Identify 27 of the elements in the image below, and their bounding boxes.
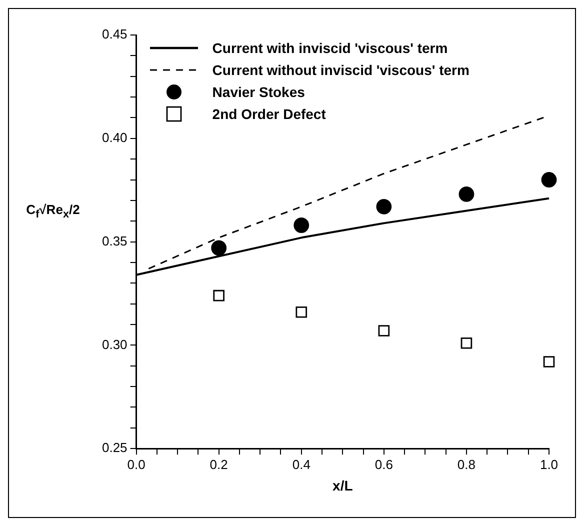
point xyxy=(460,337,472,349)
legend-label: Current without inviscid 'viscous' term xyxy=(212,62,470,78)
legend-label: 2nd Order Defect xyxy=(212,106,326,122)
x-tick-label: 0.4 xyxy=(292,456,310,472)
x-tick-label: 0.2 xyxy=(210,456,228,472)
point xyxy=(294,218,310,233)
y-tick-label: 0.40 xyxy=(102,130,128,145)
x-tick-label: 0.6 xyxy=(374,456,393,472)
x-axis-title: x/L xyxy=(332,477,354,494)
point xyxy=(541,172,557,188)
y-tick-label: 0.45 xyxy=(102,26,128,42)
x-tick-label: 1.0 xyxy=(540,456,558,472)
point xyxy=(458,186,474,202)
y-tick-label: 0.35 xyxy=(102,233,128,248)
point xyxy=(213,290,224,302)
point xyxy=(543,356,555,368)
y-axis-title: C$_{f}$√Re$_{x}$/2 xyxy=(25,202,81,220)
y-tick-label: 0.25 xyxy=(102,440,128,456)
point xyxy=(296,306,308,318)
x-tick-label: 0.0 xyxy=(127,456,146,472)
point xyxy=(376,198,392,214)
point xyxy=(378,325,390,336)
x-tick-label: 0.8 xyxy=(457,456,476,472)
y-tick-label: 0.30 xyxy=(102,336,128,352)
legend-label: Current with inviscid 'viscous' term xyxy=(212,40,448,56)
legend-label: Navier Stokes xyxy=(212,84,305,100)
point xyxy=(211,240,227,256)
